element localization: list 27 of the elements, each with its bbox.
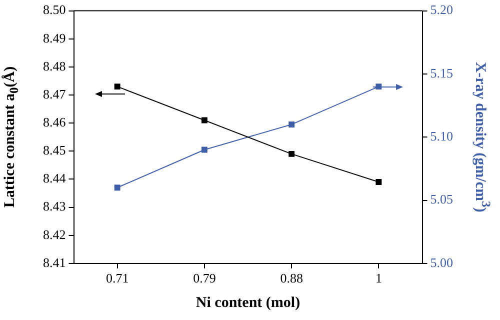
y2-tick-label: 5.00	[430, 254, 453, 270]
y-tick-label: 8.44	[43, 170, 66, 186]
y-tick-label: 8.43	[43, 198, 66, 214]
y-tick-label: 8.47	[43, 86, 66, 102]
y2-tick-label: 5.05	[430, 192, 453, 207]
y-tick-label: 8.50	[43, 2, 66, 18]
x-tick-label: 1	[375, 270, 382, 286]
x-tick-label: 0.79	[193, 270, 216, 286]
x-tick-label: 0.71	[106, 270, 129, 286]
y2-tick-label: 5.20	[430, 2, 453, 18]
y2-tick-label: 5.10	[430, 128, 453, 144]
y-tick-label: 8.41	[43, 254, 66, 270]
point	[288, 121, 295, 128]
point	[201, 146, 208, 153]
point	[288, 150, 295, 157]
y-tick-label: 8.46	[43, 114, 66, 130]
y-tick-label: 8.45	[43, 142, 66, 158]
x-tick-label: 0.88	[280, 270, 303, 286]
y2-tick-label: 5.15	[430, 65, 453, 80]
point	[114, 184, 120, 191]
y-tick-label: 8.48	[43, 58, 66, 74]
x-axis-title: Ni content (mol)	[196, 294, 300, 311]
y-tick-label: 8.49	[43, 30, 66, 46]
point	[376, 179, 382, 185]
y-tick-label: 8.42	[43, 226, 66, 242]
point	[201, 117, 208, 124]
point	[114, 84, 120, 90]
